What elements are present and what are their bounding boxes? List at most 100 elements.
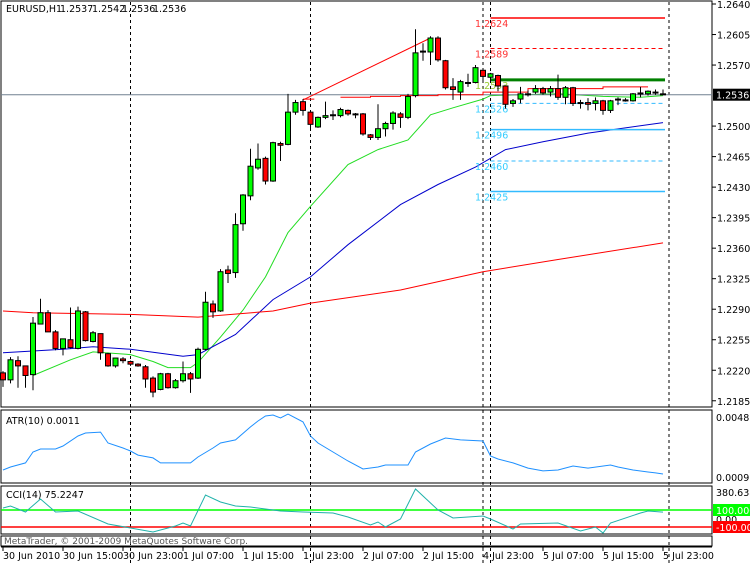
- bull-candle: [315, 116, 321, 128]
- copyright-bar: [0, 535, 713, 547]
- cci-max-label: 380.6385: [716, 488, 750, 499]
- bull-candle: [652, 91, 659, 94]
- price-tick-label: 1.2430: [717, 183, 750, 194]
- bear-candle: [300, 101, 306, 111]
- bull-candle: [412, 52, 419, 97]
- time-tick-label: 30 Jun 15:00: [63, 551, 123, 562]
- bear-candle: [262, 157, 269, 182]
- bull-candle: [322, 115, 329, 118]
- price-tick-label: 1.2185: [717, 397, 750, 408]
- bull-candle: [487, 73, 494, 78]
- bull-candle: [510, 100, 516, 104]
- fib-level-label: 1.2589: [475, 49, 508, 60]
- bull-candle: [157, 373, 164, 390]
- cci-indicator: [1, 488, 712, 534]
- bear-candle: [150, 377, 156, 393]
- bear-candle: [82, 311, 89, 342]
- bull-candle: [180, 373, 186, 382]
- price-axis: 1.2640 1.2605 1.2570 1.2500 1.2465 1.2430 1.23…: [712, 0, 750, 408]
- bull-candle: [232, 224, 239, 274]
- bull-candle: [517, 93, 524, 100]
- symbol-label: EURUSD,H1: [6, 4, 62, 15]
- bear-candle: [127, 361, 134, 365]
- atr-label: ATR(10) 0.0011: [6, 416, 80, 427]
- bull-candle: [607, 100, 614, 111]
- bear-candle: [570, 87, 576, 104]
- fib-level-label: 1.2553: [475, 81, 508, 92]
- high-value: 1.2542: [92, 4, 125, 15]
- bull-candle: [577, 102, 584, 105]
- price-tick-label: 1.2220: [717, 366, 750, 377]
- bull-candle: [247, 165, 254, 197]
- time-tick-label: 4 Jul 23:00: [483, 551, 534, 562]
- fib-level-label: 1.2496: [475, 131, 508, 142]
- bear-candle: [210, 303, 216, 313]
- time-axis: 30 Jun 2010 30 Jun 15:00 30 Jun 23:00 1 Jul…: [2, 547, 714, 562]
- bull-candle: [202, 301, 209, 350]
- bear-candle: [352, 113, 359, 116]
- price-tick-label: 1.2640: [717, 0, 750, 11]
- bear-candle: [22, 365, 29, 376]
- bull-candle: [7, 359, 14, 381]
- current-price-marker: 1.2536: [713, 88, 750, 102]
- close-value: 1.2536: [153, 4, 186, 15]
- bear-candle: [495, 75, 501, 87]
- price-tick-label: 1.2465: [717, 153, 750, 164]
- bull-candle: [292, 102, 299, 113]
- bear-candle: [660, 93, 666, 96]
- cci-line: [2, 488, 664, 534]
- bull-candle: [382, 122, 389, 130]
- cci-label: CCI(14) 75.2247: [6, 490, 84, 501]
- bear-candle: [420, 50, 426, 53]
- bull-candle: [592, 100, 599, 104]
- bull-candle: [255, 158, 261, 169]
- bull-candle: [285, 111, 291, 145]
- bull-candle: [472, 67, 479, 83]
- bull-candle: [60, 338, 66, 349]
- price-tick-label: 1.2500: [717, 122, 750, 133]
- cci-upper-level-box: [713, 504, 750, 516]
- fib-level-label: 1.2460: [475, 162, 508, 173]
- bull-candle: [195, 348, 201, 379]
- bear-candle: [397, 113, 404, 118]
- bull-candle: [337, 109, 344, 117]
- time-tick-label: 30 Jun 23:00: [123, 551, 183, 562]
- bull-candle: [75, 310, 81, 349]
- bull-candle: [112, 357, 119, 367]
- candles: [0, 29, 666, 398]
- price-tick-label: 1.2605: [717, 31, 750, 42]
- atr-panel[interactable]: [0, 409, 713, 484]
- bull-candle: [90, 332, 96, 342]
- bear-candle: [480, 69, 486, 77]
- time-tick-label: 5 Jul 15:00: [603, 551, 654, 562]
- bear-candle: [187, 373, 194, 380]
- bear-candle: [442, 60, 449, 89]
- bear-candle: [225, 269, 231, 274]
- price-tick-label: 1.2360: [717, 244, 750, 255]
- bull-candle: [270, 142, 276, 182]
- bear-candle: [367, 134, 374, 138]
- bull-candle: [465, 81, 471, 84]
- time-tick-label: 2 Jul 07:00: [363, 551, 414, 562]
- bull-candle: [172, 380, 179, 389]
- atr-indicator: [2, 413, 664, 475]
- bear-candle: [15, 360, 21, 367]
- cci-zero-label: 0.00: [716, 515, 737, 526]
- copyright-text: MetaTrader, © 2001-2009 MetaQuotes Softw…: [4, 537, 248, 547]
- bull-candle: [330, 114, 336, 117]
- bull-candle: [240, 194, 246, 225]
- low-value: 1.2536: [122, 4, 155, 15]
- time-tick-label: 1 Jul 07:00: [183, 551, 234, 562]
- cci-upper-level-label: 100.0000: [716, 506, 750, 517]
- bear-candle: [0, 372, 6, 381]
- bear-candle: [555, 88, 561, 98]
- price-tick-label: 1.2290: [717, 305, 750, 316]
- bear-candle: [120, 358, 126, 362]
- bear-candle: [600, 100, 606, 111]
- bull-candle: [615, 98, 621, 101]
- main-panel[interactable]: [0, 0, 713, 408]
- moving-average-line: [2, 242, 664, 318]
- bull-candle: [217, 271, 224, 312]
- time-tick-label: 1 Jul 15:00: [243, 551, 294, 562]
